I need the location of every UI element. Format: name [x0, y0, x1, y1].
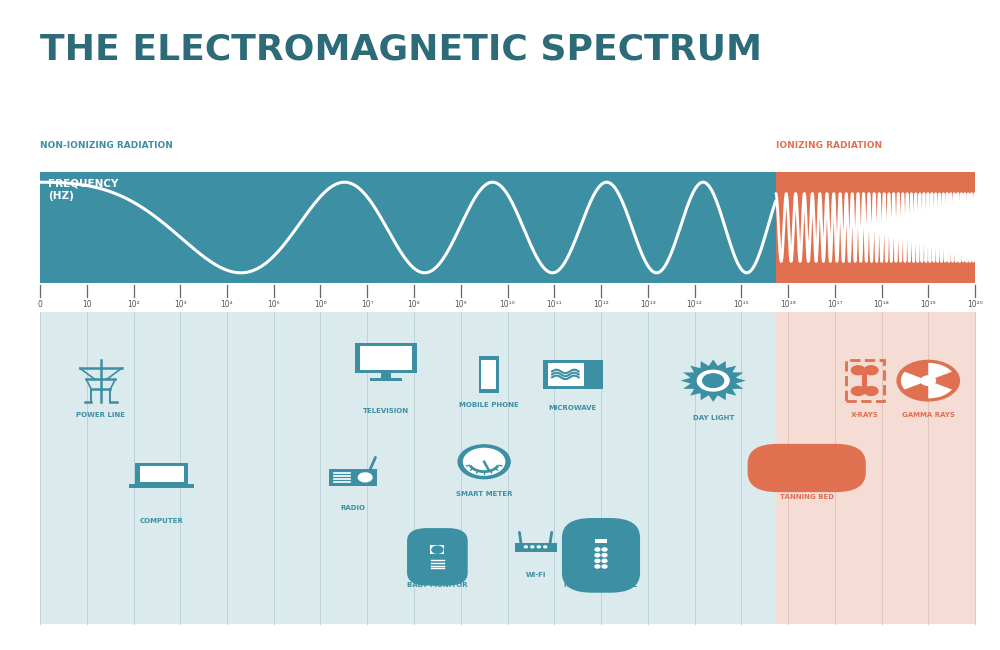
Circle shape: [602, 565, 607, 568]
Bar: [129, 484, 194, 488]
Text: 10¹²: 10¹²: [593, 300, 609, 309]
Text: 10¹⁰: 10¹⁰: [500, 300, 515, 309]
Bar: [595, 540, 607, 543]
Bar: [329, 469, 377, 486]
Bar: [846, 360, 884, 401]
Wedge shape: [928, 383, 952, 398]
Polygon shape: [681, 359, 746, 402]
Text: MOBILE PHONE: MOBILE PHONE: [459, 402, 519, 408]
Circle shape: [458, 445, 510, 478]
Circle shape: [864, 387, 878, 395]
Circle shape: [595, 559, 600, 562]
Text: 10⁷: 10⁷: [361, 300, 374, 309]
Text: 10: 10: [82, 300, 92, 309]
Text: 10²⁰: 10²⁰: [967, 300, 983, 309]
Text: 10⁹: 10⁹: [454, 300, 467, 309]
Text: 10¹⁴: 10¹⁴: [687, 300, 702, 309]
Circle shape: [432, 546, 443, 553]
Text: 10³: 10³: [174, 300, 187, 309]
Bar: [40, 312, 776, 624]
Wedge shape: [928, 363, 952, 378]
Circle shape: [595, 565, 600, 568]
Wedge shape: [901, 372, 922, 389]
Circle shape: [697, 370, 729, 391]
Text: X-RAYS: X-RAYS: [851, 411, 879, 417]
Bar: [543, 359, 603, 389]
Text: 10¹⁹: 10¹⁹: [920, 300, 936, 309]
Bar: [862, 372, 867, 389]
Bar: [370, 378, 402, 381]
Circle shape: [358, 473, 372, 482]
Text: 10²: 10²: [127, 300, 140, 309]
Bar: [776, 172, 975, 283]
Text: DAY LIGHT: DAY LIGHT: [693, 415, 734, 421]
Text: 10¹⁷: 10¹⁷: [827, 300, 843, 309]
Circle shape: [921, 376, 935, 385]
Bar: [135, 463, 188, 484]
Text: RADIO: RADIO: [341, 505, 366, 511]
Bar: [548, 363, 584, 385]
Circle shape: [703, 374, 724, 387]
Text: POWER LINE: POWER LINE: [76, 411, 125, 417]
Circle shape: [544, 546, 547, 548]
Text: 10⁵: 10⁵: [267, 300, 280, 309]
Text: 10¹⁸: 10¹⁸: [874, 300, 889, 309]
Bar: [776, 312, 975, 624]
FancyBboxPatch shape: [562, 518, 640, 593]
Text: 10¹¹: 10¹¹: [546, 300, 562, 309]
FancyBboxPatch shape: [407, 528, 468, 586]
Bar: [355, 343, 417, 373]
Text: 0: 0: [38, 300, 42, 309]
Text: TANNING BED: TANNING BED: [780, 494, 834, 500]
Text: 10⁶: 10⁶: [314, 300, 327, 309]
Circle shape: [602, 548, 607, 551]
Text: TELEVISION: TELEVISION: [363, 408, 409, 414]
Bar: [479, 356, 499, 393]
Bar: [381, 372, 391, 380]
Text: THE ELECTROMAGNETIC SPECTRUM: THE ELECTROMAGNETIC SPECTRUM: [40, 32, 762, 66]
Circle shape: [602, 559, 607, 562]
Bar: [481, 360, 496, 389]
Circle shape: [531, 546, 534, 548]
Circle shape: [897, 360, 959, 401]
Bar: [40, 172, 776, 283]
FancyBboxPatch shape: [515, 543, 557, 552]
Bar: [586, 363, 596, 385]
Circle shape: [602, 554, 607, 556]
Circle shape: [864, 366, 878, 374]
Circle shape: [851, 366, 865, 374]
Text: WI-FI: WI-FI: [525, 572, 546, 578]
Bar: [140, 465, 184, 482]
Circle shape: [464, 448, 505, 475]
Text: FREQUENCY
(HZ): FREQUENCY (HZ): [48, 179, 118, 201]
Text: BABY MONITOR: BABY MONITOR: [407, 582, 468, 588]
Text: 10⁸: 10⁸: [408, 300, 420, 309]
Bar: [360, 346, 412, 369]
Text: REMOTE CONTROL: REMOTE CONTROL: [564, 582, 638, 588]
FancyBboxPatch shape: [748, 444, 866, 492]
Text: SMART METER: SMART METER: [456, 491, 512, 497]
Circle shape: [595, 548, 600, 551]
Text: MICROWAVE: MICROWAVE: [549, 406, 597, 411]
Circle shape: [851, 387, 865, 395]
Bar: [430, 545, 444, 554]
Circle shape: [524, 546, 527, 548]
Text: 10¹⁵: 10¹⁵: [733, 300, 749, 309]
Circle shape: [595, 554, 600, 556]
Circle shape: [537, 546, 540, 548]
Text: NON-IONIZING RADIATION: NON-IONIZING RADIATION: [40, 140, 173, 150]
Text: 10¹³: 10¹³: [640, 300, 656, 309]
Text: GAMMA RAYS: GAMMA RAYS: [902, 411, 955, 417]
Text: COMPUTER: COMPUTER: [140, 517, 183, 524]
Text: 10⁴: 10⁴: [221, 300, 233, 309]
Text: 10¹⁶: 10¹⁶: [780, 300, 796, 309]
Text: IONIZING RADIATION: IONIZING RADIATION: [776, 140, 882, 150]
